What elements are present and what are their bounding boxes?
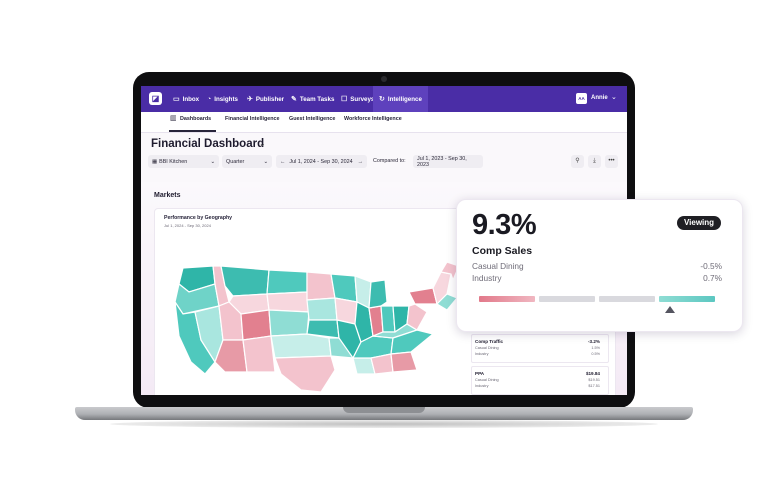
- row-label-industry: Industry: [472, 273, 502, 283]
- markets-heading: Markets: [154, 192, 181, 199]
- map-state[interactable]: [306, 297, 338, 321]
- metric-name: Comp Sales: [472, 245, 533, 257]
- intelligence-icon: ↻: [379, 96, 385, 103]
- nav-item-publisher[interactable]: ✈ Publisher: [247, 86, 284, 112]
- laptop-notch: [343, 407, 425, 413]
- nav-label: Inbox: [182, 95, 200, 103]
- compare-range-picker[interactable]: Jul 1, 2023 - Sep 30, 2023: [413, 155, 483, 168]
- subnav-guest-intelligence[interactable]: Guest Intelligence: [289, 116, 336, 122]
- nav-item-intelligence[interactable]: ↻ Intelligence: [373, 86, 428, 112]
- scale-segment: [479, 296, 535, 302]
- scale-segment: [599, 296, 655, 302]
- map-state[interactable]: [406, 303, 428, 331]
- map-title: Performance by Geography: [164, 215, 233, 221]
- user-name[interactable]: Annie: [591, 95, 608, 101]
- chevron-down-icon: ⌄: [210, 158, 215, 165]
- date-range-value: Jul 1, 2024 - Sep 30, 2024: [289, 158, 353, 165]
- triangle-marker-icon: [665, 306, 675, 313]
- map-state[interactable]: [274, 355, 336, 393]
- card-sub1: Casual Dining: [475, 378, 499, 382]
- nav-label: Intelligence: [387, 95, 422, 103]
- inbox-icon: ▭: [173, 96, 180, 103]
- chevron-down-icon[interactable]: ⌄: [611, 94, 617, 101]
- card-title: PPA: [475, 371, 485, 376]
- store-icon: ▦: [152, 158, 158, 165]
- laptop-base: [75, 407, 693, 420]
- more-icon[interactable]: •••: [605, 155, 618, 168]
- map-date: Jul 1, 2024 - Sep 30, 2024: [164, 223, 211, 228]
- publisher-icon: ✈: [247, 96, 253, 103]
- nav-label: Surveys: [350, 95, 375, 103]
- nav-item-surveys[interactable]: ☐ Surveys: [341, 86, 374, 112]
- tasks-icon: ✎: [291, 96, 297, 103]
- row-value-industry: 0.7%: [703, 273, 722, 283]
- map-state[interactable]: [240, 309, 272, 341]
- map-state[interactable]: [408, 287, 438, 305]
- sub-nav: [141, 112, 627, 133]
- dashboard-icon: ▥: [170, 115, 177, 122]
- map-state[interactable]: [390, 329, 435, 355]
- map-state[interactable]: [242, 335, 276, 373]
- laptop-shadow: [110, 420, 658, 428]
- map-state[interactable]: [220, 265, 270, 297]
- card-value: -3.2%: [587, 339, 600, 344]
- camera-icon: [381, 76, 387, 82]
- chevron-down-icon[interactable]: ⌄: [259, 139, 266, 148]
- period-select[interactable]: Quarter ⌄: [222, 155, 272, 168]
- nav-item-inbox[interactable]: ▭ Inbox: [173, 86, 199, 112]
- nav-label: Publisher: [255, 95, 285, 103]
- map-state[interactable]: [266, 269, 308, 295]
- card-val2: $17.51: [588, 384, 600, 388]
- date-range-picker[interactable]: ← Jul 1, 2024 - Sep 30, 2024 →: [276, 155, 367, 168]
- card-value: $19.84: [585, 371, 600, 376]
- card-sub1: Casual Dining: [475, 346, 499, 350]
- location-value: BBI Kitchen: [159, 158, 188, 165]
- subnav-workforce-intelligence[interactable]: Workforce Intelligence: [344, 116, 402, 122]
- arrow-right-icon[interactable]: →: [357, 158, 363, 165]
- us-choropleth-map[interactable]: [171, 262, 461, 395]
- card-title: Comp Traffic: [475, 339, 504, 344]
- logo-icon[interactable]: ◪: [149, 92, 162, 105]
- ppa-card[interactable]: PPA Casual Dining Industry $19.84 $19.51…: [471, 366, 609, 395]
- nav-item-team-tasks[interactable]: ✎ Team Tasks: [291, 86, 334, 112]
- card-sub2: Industry: [475, 384, 489, 388]
- card-val1: 1.5%: [591, 346, 600, 350]
- map-state[interactable]: [266, 291, 310, 313]
- subnav-dashboards[interactable]: Dashboards: [180, 116, 212, 122]
- nav-label: Team Tasks: [299, 95, 335, 103]
- download-icon[interactable]: ⤓: [588, 155, 601, 168]
- subnav-financial-intelligence[interactable]: Financial Intelligence: [225, 116, 280, 122]
- arrow-left-icon[interactable]: ←: [280, 158, 286, 165]
- card-val1: $19.51: [588, 378, 600, 382]
- map-state[interactable]: [390, 351, 418, 373]
- scale-segment: [659, 296, 715, 302]
- comp-traffic-card[interactable]: Comp Traffic Casual Dining Industry -3.2…: [471, 334, 609, 363]
- chevron-down-icon: ⌄: [263, 158, 268, 165]
- nav-item-insights[interactable]: ◔ Insights: [207, 86, 238, 112]
- compared-label: Compared to:: [373, 158, 406, 164]
- map-state[interactable]: [370, 353, 394, 375]
- survey-icon: ☐: [341, 96, 348, 103]
- viewing-badge[interactable]: Viewing: [677, 216, 721, 230]
- map-state[interactable]: [368, 279, 388, 309]
- filter-icon[interactable]: ⚲: [571, 155, 584, 168]
- top-nav: ◪ ▭ Inbox ◔ Insights ✈ Publisher ✎ Team …: [141, 86, 627, 112]
- period-value: Quarter: [226, 158, 245, 165]
- scale-segment: [539, 296, 595, 302]
- row-value-casual-dining: -0.5%: [700, 261, 722, 271]
- compare-range-value: Jul 1, 2023 - Sep 30, 2023: [417, 155, 467, 168]
- map-state[interactable]: [432, 271, 452, 306]
- insights-icon: ◔: [207, 95, 212, 103]
- map-state[interactable]: [268, 309, 310, 337]
- nav-label: Insights: [214, 95, 238, 103]
- location-select[interactable]: ▦ BBI Kitchen ⌄: [148, 155, 219, 168]
- page-title: Financial Dashboard: [151, 138, 265, 150]
- map-state[interactable]: [270, 333, 332, 359]
- card-sub2: Industry: [475, 352, 489, 356]
- card-val2: 0.5%: [591, 352, 600, 356]
- row-label-casual-dining: Casual Dining: [472, 261, 524, 271]
- active-tab-underline: [169, 130, 216, 132]
- avatar[interactable]: AA: [576, 93, 587, 104]
- comp-sales-value: 9.3%: [472, 209, 537, 241]
